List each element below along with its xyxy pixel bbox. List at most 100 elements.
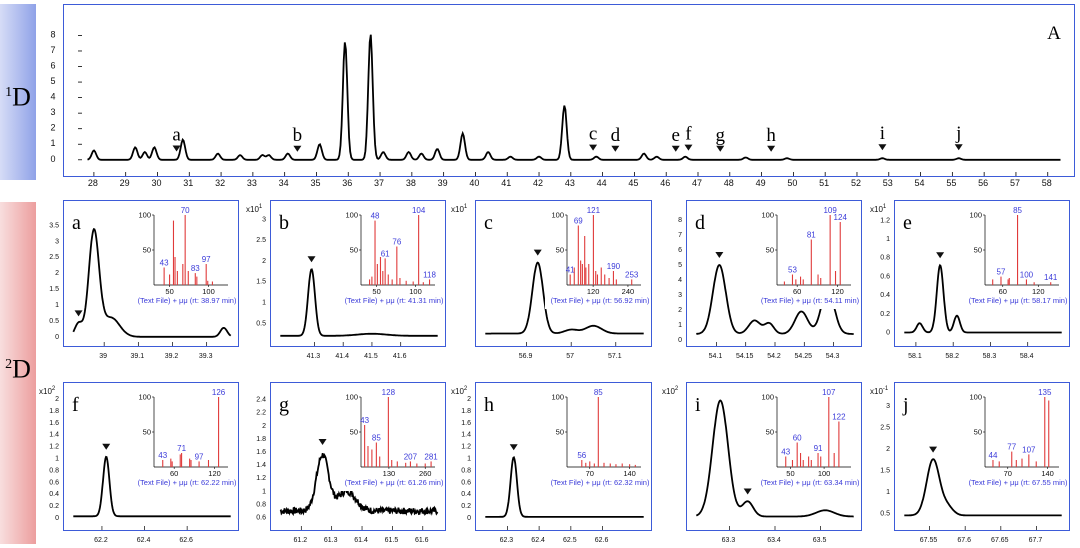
apex-marker-i (743, 488, 752, 495)
x-tick-label: 51 (819, 178, 829, 188)
y-tick-label-a: 0.5 (49, 318, 59, 325)
trace-e (904, 263, 1062, 334)
y-tick-label-b: 0.5 (256, 320, 266, 327)
inset-y-label-j: 50 (974, 428, 982, 437)
x-tick-label: 45 (628, 178, 638, 188)
spectrum-mz-label-a: 70 (181, 206, 190, 215)
x-tick-label-j: 67.7 (1029, 537, 1043, 544)
y-tick-label: 6 (50, 61, 55, 71)
spectrum-mz-label-b: 48 (371, 212, 380, 221)
spectrum-mz-label-c: 121 (587, 206, 601, 215)
inset-x-label-g: 130 (383, 469, 396, 478)
x-tick-label: 48 (724, 178, 734, 188)
y-tick-label: 1 (50, 138, 55, 148)
y-tick-label-j: 3 (886, 403, 890, 410)
y-tick-label-e: 1.2 (880, 217, 890, 224)
x-tick-label: 37 (374, 178, 384, 188)
y-tick-label-j: 2.5 (880, 424, 890, 431)
chart-f: f 50 100 60 120 126 71 43 97 (Text File) + μμ (rt… (72, 388, 237, 530)
peak-marker (954, 144, 963, 151)
y-tick-label-f: 0.2 (49, 503, 59, 510)
inset-bg-e (963, 209, 1067, 309)
inset-bg-g (339, 391, 443, 491)
y-tick-label: 5 (50, 76, 55, 86)
x-tick-label-a: 39.1 (131, 353, 145, 360)
y-tick-label-j: 1.5 (880, 467, 890, 474)
panel-label-b: b (279, 212, 289, 234)
peak-marker (767, 145, 776, 152)
peak-marker-label: c (589, 124, 597, 145)
spectrum-mz-label-f: 97 (195, 452, 204, 461)
inset-x-label-h: 140 (623, 469, 636, 478)
chart-h: h 50 100 70 140 85 56 (Text File) + μμ (rt: 62.… (484, 388, 650, 530)
x-tick-label: 39 (438, 178, 448, 188)
inset-y-label-i: 50 (766, 428, 774, 437)
x-tick-label: 55 (946, 178, 956, 188)
y-tick-label-h: 1.4 (461, 432, 471, 439)
x-tick-label: 50 (787, 178, 797, 188)
x-tick-label-d: 54.2 (767, 353, 781, 360)
x-tick-label-g: 61.6 (415, 537, 429, 544)
panel-label-j: j (902, 394, 909, 416)
y-tick-label-b: 1 (262, 300, 266, 307)
trace-i (695, 399, 854, 518)
peak-marker (878, 144, 887, 151)
y-tick-label-g: 2 (262, 423, 266, 430)
spectrum-mz-label-i: 43 (781, 448, 790, 457)
inset-y-label-e: 50 (974, 246, 982, 255)
y-tick-label-b: 3 (262, 216, 266, 223)
apex-marker-c (533, 249, 542, 256)
spectrum-caption-c: (Text File) + μμ (rt: 56.92 min) (551, 296, 650, 305)
x-tick-label: 57 (1010, 178, 1020, 188)
spectrum-caption-g: (Text File) + μμ (rt: 61.26 min) (345, 478, 444, 487)
inset-y-label-f: 100 (138, 393, 151, 402)
x-tick-label: 33 (247, 178, 257, 188)
inset-x-label-a: 50 (165, 287, 173, 296)
panel-b: b 50 100 50 100 48 104 76 61 118 (Text File) + μμ … (270, 200, 446, 347)
scale-exp-f: 2 (52, 386, 56, 392)
y-tick-label-b: 2 (262, 258, 266, 265)
y-tick-label-h: 1.6 (461, 420, 471, 427)
x-tick-label: 38 (406, 178, 416, 188)
inset-x-label-i: 50 (786, 469, 794, 478)
y-tick-label-h: 1.8 (461, 408, 471, 415)
panel-d: d 50 100 60 120 109 124 81 53 (Text File) + μμ (r… (686, 200, 862, 347)
peak-marker (716, 145, 725, 152)
spectrum-caption-i: (Text File) + μμ (rt: 63.34 min) (761, 478, 860, 487)
apex-marker-j (929, 446, 938, 453)
spectrum-mz-label-a: 97 (202, 255, 211, 264)
spectrum-mz-label-f: 71 (177, 444, 186, 453)
x-tick-label-c: 57.1 (608, 353, 622, 360)
y-tick-label-h: 0.8 (461, 467, 471, 474)
panel-f: f 50 100 60 120 126 71 43 97 (Text File) + μμ (rt… (63, 382, 239, 531)
spectrum-mz-label-g: 281 (424, 452, 438, 461)
x-tick-label: 34 (279, 178, 289, 188)
x-tick-label-i: 63.5 (813, 537, 827, 544)
y-tick-label-g: 1.6 (256, 449, 266, 456)
y-tick-label-d: 6 (678, 247, 682, 254)
y-tick-label: 2 (50, 123, 55, 133)
x-tick-label-d: 54.1 (709, 353, 723, 360)
inset-x-label-a: 100 (202, 287, 215, 296)
spectrum-caption-d: (Text File) + μμ (rt: 54.11 min) (761, 296, 860, 305)
panel-label-h: h (484, 394, 494, 416)
x-tick-label-f: 62.6 (179, 537, 193, 544)
y-tick-label-g: 2.4 (256, 397, 266, 404)
peak-marker-label: d (611, 125, 621, 146)
panel-g: g 50 100 130 260 128 43 85 207 281 (Text File) + μ… (270, 382, 446, 531)
x-tick-label: 43 (565, 178, 575, 188)
y-tick-label-h: 1 (467, 456, 471, 463)
inset-y-label-a: 100 (138, 211, 151, 220)
y-tick-label-h: 2 (467, 396, 471, 403)
x-tick-label-b: 41.3 (307, 353, 321, 360)
x-tick-label-d: 54.15 (736, 353, 754, 360)
y-tick-label-a: 3 (55, 238, 59, 245)
y-tick-label-j: 1 (886, 489, 890, 496)
spectrum-mz-label-j: 44 (989, 451, 998, 460)
spectrum-mz-label-e: 141 (1044, 273, 1058, 282)
y-tick-label-f: 1 (55, 456, 59, 463)
y-tick-label-f: 1.8 (49, 408, 59, 415)
inset-x-label-d: 60 (793, 287, 801, 296)
inset-bg-h (545, 391, 649, 491)
